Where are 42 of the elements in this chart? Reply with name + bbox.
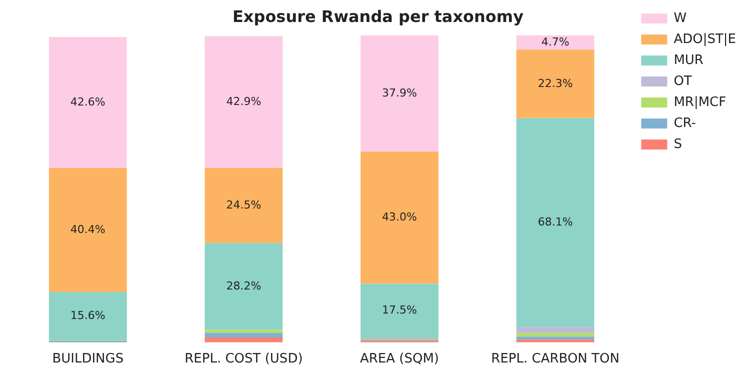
legend-label: W bbox=[674, 10, 687, 26]
legend-label: OT bbox=[674, 74, 692, 89]
data-label: 68.1% bbox=[538, 216, 573, 229]
data-label: 28.2% bbox=[226, 279, 262, 292]
data-label: 22.3% bbox=[538, 76, 573, 90]
data-label: 15.6% bbox=[70, 308, 106, 322]
chart-title: Exposure Rwanda per taxonomy bbox=[232, 6, 524, 26]
bar bbox=[516, 340, 594, 342]
bar bbox=[204, 332, 283, 338]
bar bbox=[360, 284, 438, 338]
bar bbox=[360, 35, 438, 152]
bar bbox=[204, 36, 283, 168]
data-label: 40.4% bbox=[70, 222, 106, 236]
bar bbox=[48, 168, 127, 292]
data-label: 42.6% bbox=[70, 95, 106, 108]
legend-label: ADO|ST|E bbox=[674, 32, 736, 47]
data-label: 37.9% bbox=[382, 86, 417, 100]
data-label: 43.0% bbox=[382, 210, 417, 224]
x-tick-label: REPL. CARBON TON bbox=[491, 352, 620, 367]
bar bbox=[516, 50, 594, 118]
bar bbox=[48, 37, 127, 168]
bar bbox=[516, 336, 594, 340]
bar bbox=[48, 292, 127, 340]
legend-label: MUR bbox=[674, 52, 704, 68]
bar bbox=[516, 333, 594, 337]
bar bbox=[204, 168, 283, 244]
bar bbox=[204, 337, 283, 342]
bar bbox=[204, 330, 283, 333]
bar bbox=[516, 327, 594, 334]
x-tick-label: AREA (SQM) bbox=[360, 352, 440, 367]
bar bbox=[516, 118, 594, 328]
x-tick-label: REPL. COST (USD) bbox=[184, 352, 303, 367]
legend-label: MR|MCF bbox=[674, 94, 726, 110]
data-label: 24.5% bbox=[226, 198, 262, 212]
legend-label: CR- bbox=[674, 116, 696, 131]
data-label: 17.5% bbox=[382, 303, 417, 316]
data-label: 42.9% bbox=[226, 94, 262, 108]
x-tick-label: BUILDINGS bbox=[52, 352, 124, 367]
legend-label: S bbox=[674, 136, 682, 152]
bar bbox=[204, 243, 283, 330]
data-label: 4.7% bbox=[541, 35, 570, 48]
bar bbox=[360, 152, 438, 284]
